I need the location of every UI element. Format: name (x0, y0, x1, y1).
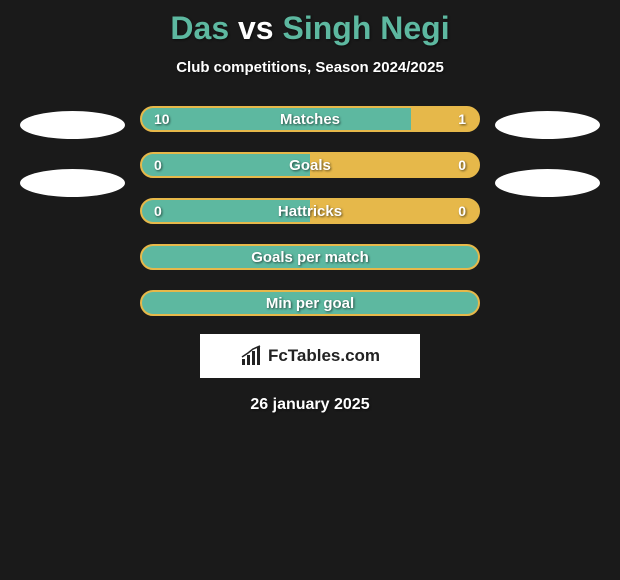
brand-text: FcTables.com (268, 346, 380, 366)
bar-label: Goals (142, 154, 478, 176)
player1-avatar-placeholder-2 (20, 169, 125, 197)
bar-label: Min per goal (142, 292, 478, 314)
player2-avatar-placeholder (495, 111, 600, 139)
stat-bar-matches: 101Matches (140, 106, 480, 132)
player2-name: Singh Negi (282, 10, 449, 46)
stat-bar-goals: 00Goals (140, 152, 480, 178)
stat-bar-hattricks: 00Hattricks (140, 198, 480, 224)
player2-avatar-placeholder-2 (495, 169, 600, 197)
player1-name: Das (170, 10, 229, 46)
brand-inner: FcTables.com (240, 345, 380, 367)
subtitle: Club competitions, Season 2024/2025 (0, 59, 620, 76)
infographic-container: Das vs Singh Negi Club competitions, Sea… (0, 0, 620, 414)
stat-bar-goals-per-match: Goals per match (140, 244, 480, 270)
stat-bar-min-per-goal: Min per goal (140, 290, 480, 316)
player1-avatar-placeholder (20, 111, 125, 139)
title-separator: vs (238, 10, 274, 46)
date-text: 26 january 2025 (0, 396, 620, 414)
bar-label: Hattricks (142, 200, 478, 222)
left-avatar-column (20, 106, 125, 197)
brand-box: FcTables.com (200, 334, 420, 378)
bar-label: Goals per match (142, 246, 478, 268)
stat-bars-column: 101Matches 00Goals 00Hattricks Goals per ma… (140, 106, 480, 316)
bar-label: Matches (142, 108, 478, 130)
stats-area: 101Matches 00Goals 00Hattricks Goals per ma… (0, 106, 620, 316)
right-avatar-column (495, 106, 600, 197)
brand-chart-icon (240, 345, 262, 367)
comparison-title: Das vs Singh Negi (0, 10, 620, 47)
